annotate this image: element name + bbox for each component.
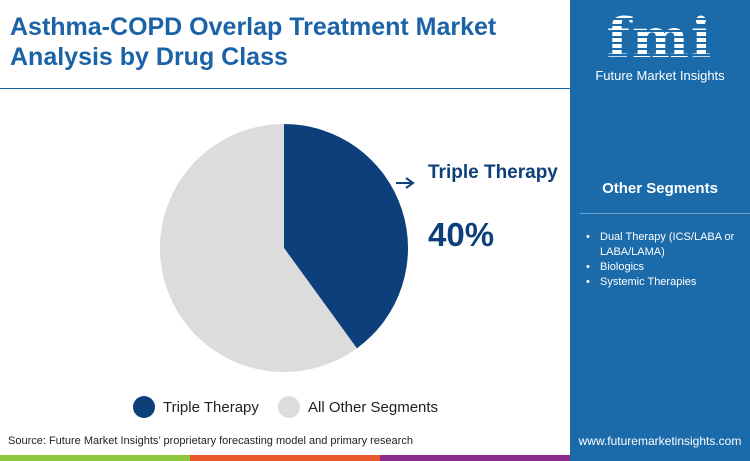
pie-chart [159, 124, 415, 373]
callout-label: Triple Therapy [428, 162, 558, 183]
side-panel: fmi Future Market Insights Other Segment… [570, 0, 750, 461]
stripe-purple [380, 455, 570, 461]
legend-label: All Other Segments [308, 398, 439, 416]
list-item: Biologics [586, 260, 746, 275]
logo-mark: fmi [570, 8, 750, 68]
list-item: Dual Therapy (ICS/LABA or LABA/LAMA) [586, 230, 746, 260]
pie-slice-all-other-segments [159, 124, 357, 373]
title-divider [0, 88, 570, 89]
website-url[interactable]: www.futuremarketinsights.com [578, 434, 742, 448]
stripe-green [0, 455, 190, 461]
callout-value: 40% [428, 216, 495, 253]
legend-swatch [133, 396, 155, 418]
legend-swatch [278, 396, 300, 418]
legend-item-other: All Other Segments [278, 396, 438, 418]
other-segments-title: Other Segments [602, 180, 718, 197]
list-item: Systemic Therapies [586, 275, 746, 290]
legend-item-triple-therapy: Triple Therapy [133, 396, 259, 418]
source-note: Source: Future Market Insights’ propriet… [8, 435, 413, 447]
legend-label: Triple Therapy [163, 398, 259, 416]
page-title: Asthma-COPD Overlap Treatment Market Ana… [10, 13, 497, 71]
callout-arrow-icon [396, 177, 415, 189]
other-segments-divider [580, 213, 750, 214]
fmi-logo: fmi Future Market Insights [570, 8, 750, 83]
stripe-orange [190, 455, 380, 461]
pie-slice-triple-therapy [284, 124, 408, 349]
logo-name: Future Market Insights [595, 68, 725, 83]
other-segments-list: Dual Therapy (ICS/LABA or LABA/LAMA) Bio… [586, 230, 746, 290]
